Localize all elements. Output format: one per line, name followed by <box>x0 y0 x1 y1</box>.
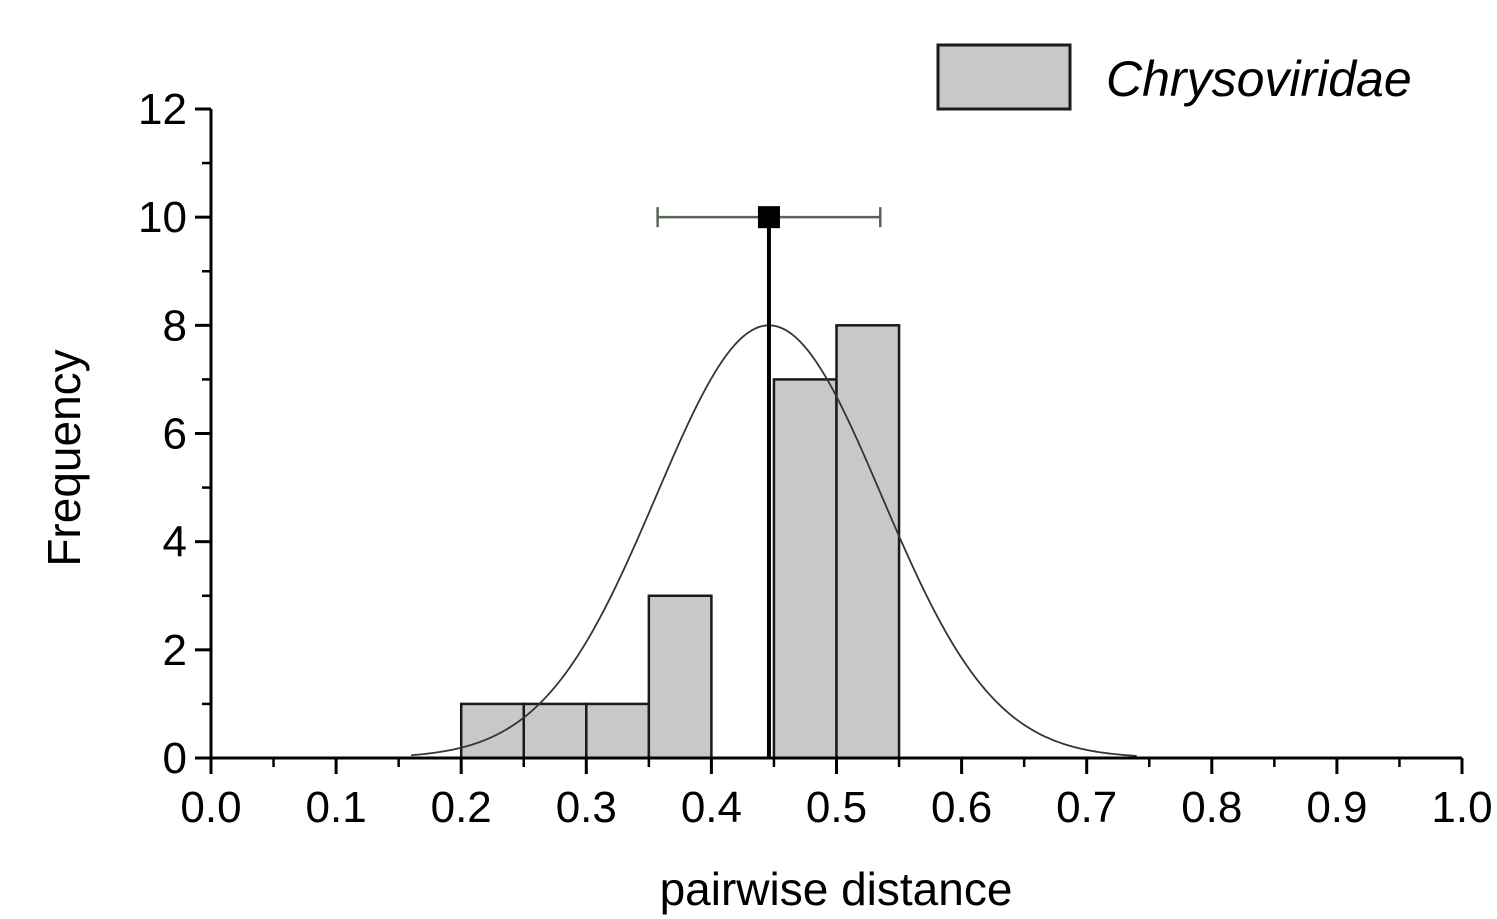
x-tick-label-0: 0.0 <box>180 783 241 832</box>
axes <box>195 107 1464 774</box>
histogram-bar-6 <box>835 324 901 760</box>
y-tick-label-6: 12 <box>138 85 187 134</box>
y-axis-title: Frequency <box>38 349 90 566</box>
x-tick-label-6: 0.6 <box>931 783 992 832</box>
legend: Chrysoviridae <box>936 43 1412 111</box>
y-tick-label-4: 8 <box>163 301 187 350</box>
x-tick-label-1: 0.1 <box>306 783 367 832</box>
histogram-bar-3 <box>647 594 713 760</box>
x-tick-label-2: 0.2 <box>431 783 492 832</box>
x-tick-label-3: 0.3 <box>556 783 617 832</box>
legend-swatch <box>936 43 1072 111</box>
x-tick-label-10: 1.0 <box>1431 783 1492 832</box>
x-tick-label-5: 0.5 <box>806 783 867 832</box>
mean-marker <box>757 206 780 229</box>
x-tick-label-7: 0.7 <box>1056 783 1117 832</box>
x-axis-title: pairwise distance <box>660 863 1013 915</box>
y-tick-label-0: 0 <box>163 734 187 783</box>
normal-fit-layer <box>411 324 1137 757</box>
y-tick-label-2: 4 <box>163 518 187 567</box>
legend-label: Chrysoviridae <box>1106 51 1412 107</box>
tick-labels: 0.0 0.1 0.2 0.3 0.4 0.5 0.6 0.7 0.8 0.9 1.0 0 2 4 6 8 10… <box>138 85 1493 832</box>
histogram-bar-5 <box>772 378 838 760</box>
histogram-bar-0 <box>459 702 526 760</box>
histogram-bar-1 <box>522 702 588 760</box>
y-tick-label-5: 10 <box>138 193 187 242</box>
histogram-bars <box>459 324 901 760</box>
y-tick-label-3: 6 <box>163 410 187 459</box>
y-tick-label-1: 2 <box>163 626 187 675</box>
histogram-bar-2 <box>585 702 651 760</box>
normal-fit-curve <box>411 324 1137 757</box>
x-tick-label-8: 0.8 <box>1181 783 1242 832</box>
x-tick-label-4: 0.4 <box>681 783 742 832</box>
x-tick-label-9: 0.9 <box>1306 783 1367 832</box>
mean-marker-layer <box>656 206 882 758</box>
